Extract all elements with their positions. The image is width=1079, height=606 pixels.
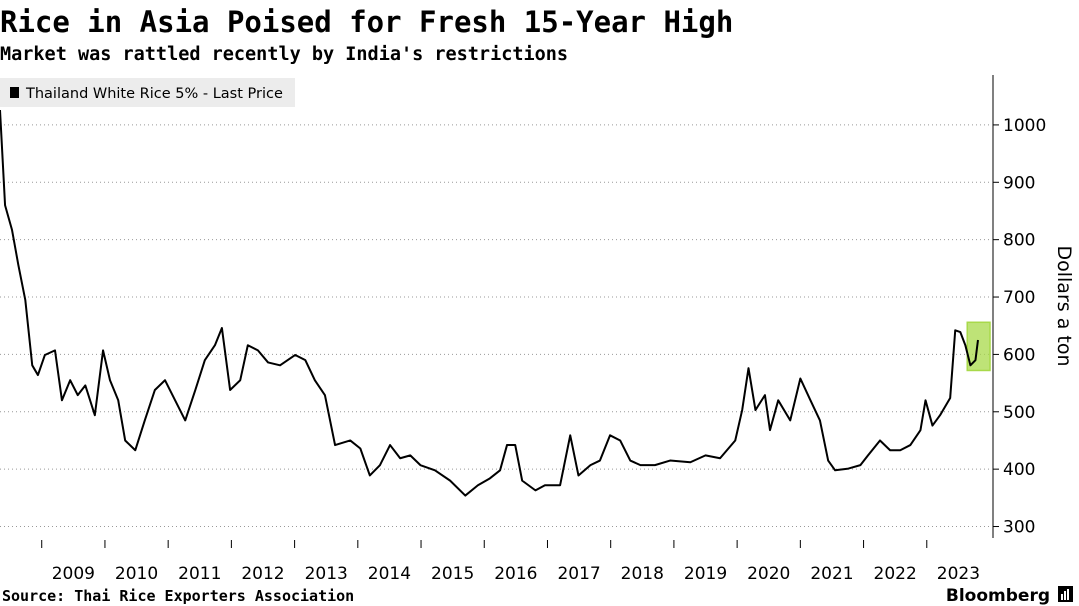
x-tick-label: 2022: [874, 564, 917, 584]
brand-icon: [1058, 586, 1073, 602]
x-tick-label: 2018: [621, 564, 664, 584]
legend-swatch: [10, 87, 19, 98]
y-tick-label: 600: [1003, 345, 1035, 365]
chart-subtitle: Market was rattled recently by India's r…: [0, 44, 568, 65]
x-tick-label: 2023: [937, 564, 980, 584]
x-tick-label: 2017: [557, 564, 600, 584]
x-tick-label: 2015: [431, 564, 474, 584]
x-tick-label: 2020: [747, 564, 790, 584]
x-tick-label: 2019: [684, 564, 727, 584]
y-axis-label: Dollars a ton: [1053, 245, 1075, 366]
y-tick-label: 1000: [1003, 116, 1046, 136]
y-tick-label: 500: [1003, 403, 1035, 423]
x-tick-label: 2021: [810, 564, 853, 584]
x-tick-label: 2011: [178, 564, 221, 584]
y-tick-label: 400: [1003, 460, 1035, 480]
y-tick-label: 700: [1003, 288, 1035, 308]
source: Source: Thai Rice Exporters Association: [2, 587, 354, 605]
x-tick-label: 2010: [115, 564, 158, 584]
y-tick-label: 300: [1003, 518, 1035, 538]
highlight-box: [966, 321, 991, 372]
chart-title: Rice in Asia Poised for Fresh 15-Year Hi…: [0, 5, 733, 39]
x-tick-label: 2012: [241, 564, 284, 584]
legend: Thailand White Rice 5% - Last Price: [0, 78, 295, 107]
legend-box: [0, 78, 295, 107]
y-tick-label: 900: [1003, 173, 1035, 193]
x-tick-label: 2016: [494, 564, 537, 584]
legend-label: Thailand White Rice 5% - Last Price: [25, 86, 283, 102]
x-tick-label: 2014: [368, 564, 411, 584]
price-line: [0, 109, 979, 497]
x-tick-label: 2009: [52, 564, 95, 584]
x-tick-label: 2013: [305, 564, 348, 584]
brand: Bloomberg: [946, 586, 1050, 606]
y-tick-label: 800: [1003, 231, 1035, 251]
